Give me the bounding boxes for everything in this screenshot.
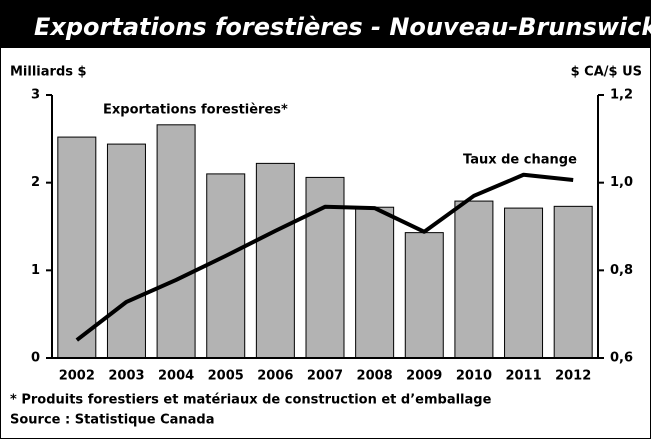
bar — [305, 176, 345, 359]
line-annotation: Taux de change — [463, 153, 577, 168]
x-tick-label: 2006 — [257, 369, 293, 384]
x-tick-label: 2002 — [59, 369, 95, 384]
bar — [454, 200, 494, 359]
x-tick-label: 2011 — [505, 369, 541, 384]
source: Source : Statistique Canada — [10, 413, 214, 428]
title-bar — [0, 0, 651, 48]
y-tick-label: 1 — [31, 263, 40, 278]
bar — [57, 136, 97, 359]
x-tick-label: 2008 — [357, 369, 393, 384]
y2-tick-label: 0,8 — [610, 263, 633, 278]
x-tick-label: 2012 — [555, 369, 591, 384]
bar — [355, 206, 395, 359]
y-tick-label: 2 — [31, 175, 40, 190]
x-tick-label: 2004 — [158, 369, 194, 384]
bar — [206, 173, 246, 359]
bar — [156, 124, 196, 359]
bar — [106, 143, 146, 359]
bar-annotation: Exportations forestières* — [103, 103, 288, 118]
y2-tick-label: 1,2 — [610, 88, 633, 103]
y-tick-label: 0 — [31, 351, 40, 366]
footnote: * Produits forestiers et matériaux de co… — [10, 393, 492, 408]
x-tick-label: 2009 — [406, 369, 442, 384]
x-tick-label: 2007 — [307, 369, 343, 384]
bar — [504, 207, 544, 359]
bar — [404, 232, 444, 359]
y2-tick-label: 0,6 — [610, 351, 633, 366]
x-tick-label: 2003 — [108, 369, 144, 384]
line — [75, 172, 574, 342]
bar — [553, 205, 593, 359]
y-tick-label: 3 — [31, 88, 40, 103]
y2-axis-label: $ CA/$ US — [571, 65, 642, 80]
y-axis-label: Milliards $ — [10, 65, 87, 80]
y2-tick-label: 1,0 — [610, 175, 633, 190]
bar — [255, 162, 295, 359]
x-tick-label: 2005 — [208, 369, 244, 384]
chart-title: Exportations forestières - Nouveau-Bruns… — [34, 13, 651, 41]
x-tick-label: 2010 — [456, 369, 492, 384]
